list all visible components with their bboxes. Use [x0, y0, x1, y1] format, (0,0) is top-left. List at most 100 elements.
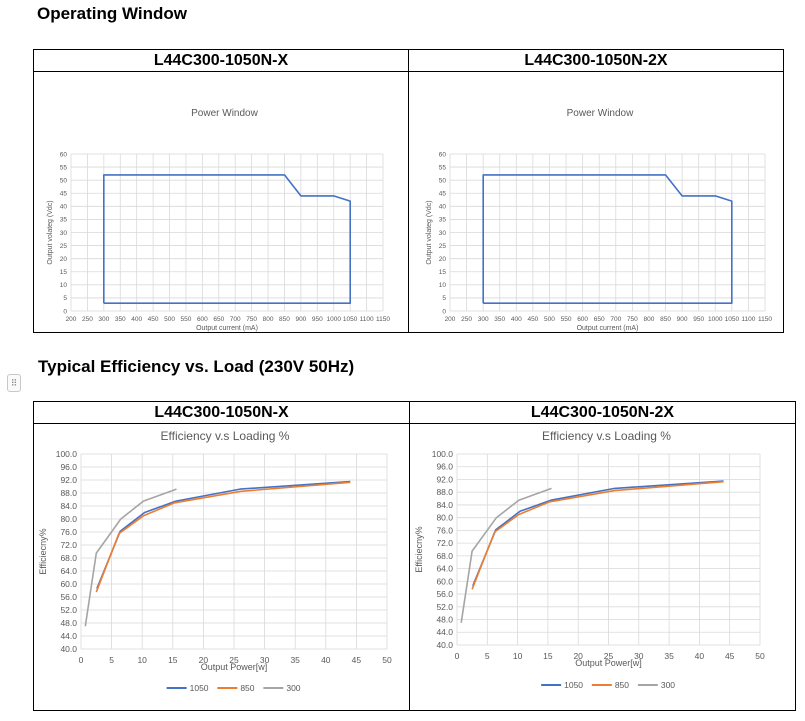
- x-tick-label: 1100: [741, 316, 755, 323]
- table-cell: L44C300-1050N-X Power Window 0 5 10 15 20 25 30…: [34, 50, 409, 353]
- chart-title: Power Window: [567, 108, 634, 119]
- x-axis-label: Output current (mA): [196, 325, 258, 332]
- x-axis-label: Output current (mA): [577, 325, 639, 332]
- x-tick-label: 750: [246, 316, 257, 323]
- legend: 1050 850 300: [541, 680, 675, 690]
- x-tick-label: 900: [295, 316, 306, 323]
- x-tick-label: 900: [677, 316, 688, 323]
- legend-label: 300: [286, 683, 300, 693]
- legend-label: 300: [661, 680, 675, 690]
- x-tick-label: 800: [644, 316, 655, 323]
- x-tick-label: 1100: [360, 316, 374, 323]
- y-tick-label: 64.0: [436, 564, 453, 574]
- y-tick-label: 20: [439, 256, 447, 263]
- x-tick-label: 5: [109, 655, 114, 665]
- x-tick-label: 10: [513, 651, 523, 661]
- y-tick-label: 56.0: [436, 589, 453, 599]
- chart-title: Efficiency v.s Loading %: [161, 429, 290, 443]
- series-line-850: [95, 481, 351, 593]
- x-tick-label: 0: [455, 651, 460, 661]
- x-tick-label: 1150: [758, 316, 772, 323]
- y-tick-label: 44.0: [436, 627, 453, 637]
- y-tick-label: 20: [60, 256, 68, 263]
- table-cell: L44C300-1050N-2X Efficiency v.s Loading …: [410, 402, 795, 710]
- x-tick-label: 750: [627, 316, 638, 323]
- x-tick-label: 20: [199, 655, 209, 665]
- series-line-850: [471, 480, 724, 590]
- x-tick-label: 800: [263, 316, 274, 323]
- legend-label: 850: [615, 680, 629, 690]
- series-line-1050: [472, 480, 724, 587]
- y-tick-label: 35: [60, 217, 68, 224]
- y-tick-label: 100.0: [432, 449, 454, 459]
- x-tick-label: 35: [290, 655, 300, 665]
- x-tick-label: 850: [279, 316, 290, 323]
- x-tick-label: 50: [755, 651, 765, 661]
- x-axis-label: Output Power[w]: [575, 658, 642, 668]
- efficiency-table: L44C300-1050N-X Efficiency v.s Loading %…: [33, 401, 796, 711]
- x-tick-label: 15: [543, 651, 553, 661]
- y-tick-label: 80.0: [436, 513, 453, 523]
- y-tick-label: 96.0: [436, 462, 453, 472]
- x-tick-label: 40: [695, 651, 705, 661]
- y-tick-label: 5: [442, 295, 446, 302]
- x-tick-label: 40: [321, 655, 331, 665]
- y-tick-label: 55: [60, 164, 68, 171]
- y-tick-label: 10: [439, 282, 447, 289]
- y-tick-label: 92.0: [436, 474, 453, 484]
- y-tick-label: 35: [439, 217, 447, 224]
- y-tick-label: 48.0: [60, 618, 77, 628]
- column-header-x: L44C300-1050N-X: [34, 402, 409, 424]
- y-tick-label: 76.0: [60, 527, 77, 537]
- y-tick-label: 72.0: [60, 540, 77, 550]
- y-tick-label: 40.0: [60, 644, 77, 654]
- chart-container: Power Window 0 5 10 15 20 25 30 35 40 45 50 55 60 200 2…: [34, 72, 408, 353]
- legend-label: 850: [240, 683, 254, 693]
- chart-container: Efficiency v.s Loading % 40.0 44.0 48.0 52.0…: [34, 424, 409, 710]
- x-axis-label: Output Power[w]: [201, 662, 268, 672]
- x-tick-label: 5: [485, 651, 490, 661]
- series-line-1050: [96, 480, 351, 589]
- x-tick-label: 1050: [343, 316, 358, 323]
- y-tick-label: 60.0: [436, 576, 453, 586]
- x-tick-label: 650: [213, 316, 224, 323]
- y-tick-label: 100.0: [56, 449, 78, 459]
- x-tick-label: 450: [148, 316, 159, 323]
- x-tick-label: 950: [312, 316, 323, 323]
- x-tick-label: 850: [660, 316, 671, 323]
- y-tick-label: 68.0: [436, 551, 453, 561]
- y-tick-label: 50: [60, 177, 68, 184]
- chart-title: Efficiency v.s Loading %: [542, 429, 671, 443]
- y-tick-label: 5: [63, 295, 67, 302]
- x-tick-label: 45: [352, 655, 362, 665]
- y-tick-label: 44.0: [60, 631, 77, 641]
- x-tick-label: 500: [164, 316, 175, 323]
- y-tick-label: 60: [60, 151, 68, 158]
- efficiency-chart-x: Efficiency v.s Loading % 40.0 44.0 48.0 52.0…: [38, 429, 392, 693]
- y-tick-label: 52.0: [436, 602, 453, 612]
- x-tick-label: 600: [577, 316, 588, 323]
- x-tick-label: 10: [137, 655, 147, 665]
- x-tick-label: 50: [382, 655, 392, 665]
- x-tick-label: 15: [168, 655, 178, 665]
- y-tick-label: 25: [439, 243, 447, 250]
- y-tick-label: 52.0: [60, 605, 77, 615]
- x-tick-label: 1000: [327, 316, 342, 323]
- series-line-operating-windows: [482, 174, 733, 304]
- x-tick-label: 20: [573, 651, 583, 661]
- x-tick-label: 500: [544, 316, 555, 323]
- x-tick-label: 300: [478, 316, 489, 323]
- x-tick-label: 1000: [708, 316, 723, 323]
- y-tick-label: 40.0: [436, 640, 453, 650]
- operating-window-table: L44C300-1050N-X Power Window 0 5 10 15 20 25 30…: [33, 49, 784, 353]
- y-tick-label: 15: [439, 269, 447, 276]
- power-window-chart-2x: Power Window 0 5 10 15 20 25 30 35 40 45 50 55 60 200 2…: [426, 108, 772, 353]
- y-tick-label: 50: [439, 177, 447, 184]
- y-tick-label: 76.0: [436, 525, 453, 535]
- x-tick-label: 25: [604, 651, 614, 661]
- y-tick-label: 40: [439, 204, 447, 211]
- drag-dots-icon[interactable]: ⠿: [7, 374, 21, 392]
- table-cell: L44C300-1050N-2X Power Window 0 5 10 15 20 25 3…: [409, 50, 783, 353]
- y-axis-label: Efficiecny%: [38, 528, 48, 574]
- y-tick-label: 15: [60, 269, 68, 276]
